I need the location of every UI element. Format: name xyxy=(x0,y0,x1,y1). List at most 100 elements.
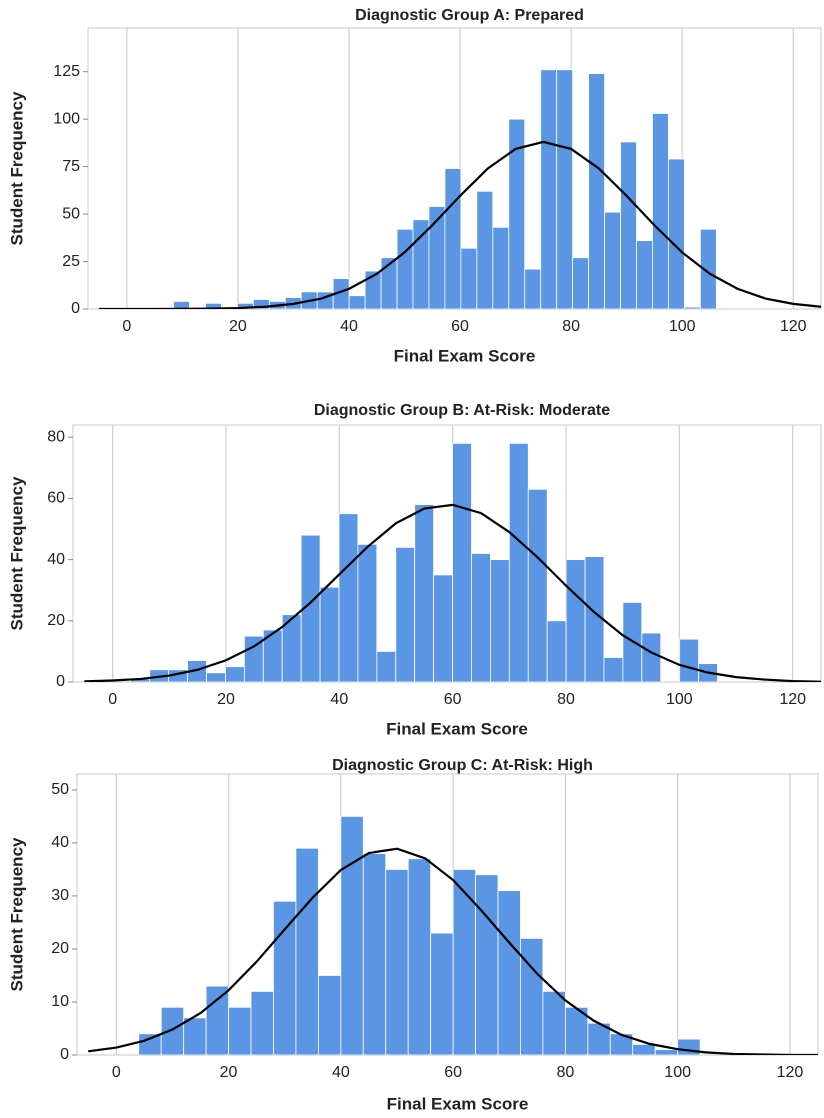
y-tick-label: 30 xyxy=(51,887,69,904)
plot xyxy=(84,442,821,682)
bar xyxy=(338,513,359,682)
plot xyxy=(99,69,821,309)
x-tick-label: 40 xyxy=(330,691,348,708)
chart-title: Diagnostic Group B: At-Risk: Moderate xyxy=(314,402,610,419)
bar xyxy=(471,553,491,682)
bar xyxy=(317,975,342,1055)
x-axis-title: Final Exam Score xyxy=(386,719,528,738)
plot xyxy=(88,816,818,1055)
bar xyxy=(683,306,701,309)
bar xyxy=(348,295,366,309)
x-tick-label: 20 xyxy=(217,691,235,708)
bar xyxy=(604,211,621,309)
bar xyxy=(588,73,605,309)
bar xyxy=(357,543,378,682)
x-tick-label: 60 xyxy=(444,691,462,708)
bar xyxy=(407,858,432,1055)
x-tick-label: 100 xyxy=(669,318,696,335)
y-axis-title: Student Frequency xyxy=(7,476,26,631)
bar xyxy=(699,228,717,309)
bar xyxy=(475,874,499,1055)
x-tick-label: 0 xyxy=(112,1064,121,1081)
bar xyxy=(492,226,510,309)
y-tick-label: 80 xyxy=(47,428,65,445)
y-axis-title: Student Frequency xyxy=(7,91,26,246)
y-axis-title: Student Frequency xyxy=(7,837,26,992)
bar xyxy=(205,985,229,1055)
bar xyxy=(460,247,478,309)
y-tick-label: 50 xyxy=(51,781,69,798)
bar xyxy=(225,666,245,682)
bar xyxy=(527,488,548,682)
x-tick-label: 20 xyxy=(220,1064,238,1081)
x-tick-label: 100 xyxy=(664,1064,691,1081)
y-tick-label: 0 xyxy=(71,300,80,317)
chart-title: Diagnostic Group A: Prepared xyxy=(355,7,584,24)
bar xyxy=(668,158,685,309)
x-tick-label: 120 xyxy=(780,318,807,335)
y-tick-label: 20 xyxy=(51,940,69,957)
bar xyxy=(603,657,624,682)
y-tick-label: 0 xyxy=(56,673,65,690)
bar xyxy=(524,268,542,309)
normal-curve xyxy=(99,140,821,309)
bar xyxy=(636,240,653,309)
y-tick-label: 0 xyxy=(60,1046,69,1063)
x-tick-label: 120 xyxy=(777,1064,804,1081)
bar xyxy=(641,632,662,682)
bar xyxy=(632,1043,656,1055)
bar xyxy=(652,113,669,309)
bar xyxy=(396,228,414,309)
x-tick-label: 0 xyxy=(122,318,131,335)
y-tick-label: 20 xyxy=(47,612,65,629)
panel: 0 20 40 60 80 100 120 0 25 50 75 100 125 Diagnostic G… xyxy=(7,7,822,365)
x-tick-label: 80 xyxy=(557,691,575,708)
bar xyxy=(546,620,567,682)
y-tick-label: 40 xyxy=(51,834,69,851)
y-tick-label: 50 xyxy=(62,205,80,222)
bar xyxy=(520,937,544,1055)
x-tick-label: 40 xyxy=(340,318,358,335)
bar xyxy=(476,190,494,309)
bar xyxy=(508,118,526,309)
bar xyxy=(497,890,521,1055)
y-tick-label: 25 xyxy=(62,253,80,270)
x-axis-title: Final Exam Score xyxy=(387,1094,529,1113)
bar xyxy=(620,141,637,309)
y-tick-label: 60 xyxy=(47,490,65,507)
x-tick-label: 20 xyxy=(229,318,247,335)
y-tick-label: 10 xyxy=(51,993,69,1010)
y-tick-label: 100 xyxy=(53,110,80,127)
chart-title: Diagnostic Group C: At-Risk: High xyxy=(332,757,593,774)
bar xyxy=(228,1006,252,1055)
x-tick-label: 80 xyxy=(556,1064,574,1081)
bar xyxy=(412,219,430,309)
bar xyxy=(160,1006,185,1055)
x-tick-label: 60 xyxy=(451,318,469,335)
bar xyxy=(430,932,454,1055)
bar xyxy=(362,853,387,1055)
y-tick-label: 40 xyxy=(47,551,65,568)
bar xyxy=(490,559,510,682)
bar xyxy=(250,990,274,1055)
normal-curve xyxy=(84,503,821,682)
x-tick-label: 100 xyxy=(666,691,693,708)
panel: 0 20 40 60 80 100 120 0 10 20 30 40 50 Diagnostic Gro… xyxy=(7,757,819,1113)
bar xyxy=(273,900,297,1055)
bar xyxy=(183,1017,207,1055)
bar xyxy=(572,257,590,309)
bar xyxy=(654,1049,679,1055)
bar xyxy=(540,69,558,309)
x-tick-label: 120 xyxy=(779,691,806,708)
x-axis-title: Final Exam Score xyxy=(394,346,536,365)
bar xyxy=(376,651,397,682)
bar xyxy=(565,559,586,682)
bar xyxy=(295,847,319,1055)
bar xyxy=(677,1038,701,1055)
bar xyxy=(385,869,409,1055)
x-tick-label: 0 xyxy=(108,691,117,708)
bar xyxy=(340,816,364,1055)
bar xyxy=(206,672,226,682)
bar xyxy=(319,586,340,682)
